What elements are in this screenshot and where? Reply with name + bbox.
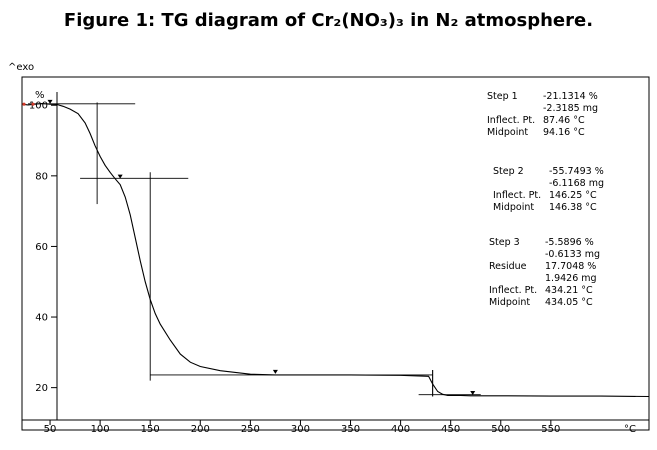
figure-title: Figure 1: TG diagram of Cr₂(NO₃)₃ in N₂ … <box>63 10 594 31</box>
x-unit-label: °C <box>624 424 636 435</box>
annotation-value: 146.38 °C <box>549 202 597 213</box>
annotation-label: Midpoint <box>487 127 528 138</box>
annotation-value: -21.1314 % <box>543 91 598 102</box>
annotation-value: 94.16 °C <box>543 127 585 138</box>
y-tick-label: 80 <box>35 171 48 182</box>
y-ticks: 20 40 60 80 100 <box>29 101 57 394</box>
annotation-label: Step 2 <box>493 166 524 177</box>
x-tick-label: 550 <box>541 424 560 435</box>
curve-marker <box>272 369 278 374</box>
tg-curve-line <box>21 102 650 398</box>
plot-frame <box>21 76 650 431</box>
curve-markers <box>22 99 476 396</box>
annotation-value: -6.1168 mg <box>549 178 604 189</box>
corner-label: ^exo <box>8 62 34 73</box>
annotation-label: Inflect. Pt. <box>487 115 535 126</box>
y-tick-label: 20 <box>35 383 48 394</box>
x-tick-label: 450 <box>441 424 460 435</box>
annotation-value: -5.5896 % <box>545 237 594 248</box>
annotation-value: -55.7493 % <box>549 166 604 177</box>
step-annotations: Step 1 -21.1314 %-2.3185 mg Inflect. Pt. 87… <box>487 91 604 308</box>
x-tick-label: 250 <box>241 424 260 435</box>
annotation-label: Midpoint <box>493 202 534 213</box>
y-tick-label: 100 <box>29 101 48 112</box>
annotation-value: 87.46 °C <box>543 115 585 126</box>
x-tick-label: 150 <box>141 424 160 435</box>
x-tick-label: 100 <box>91 424 110 435</box>
x-tick-label: 200 <box>191 424 210 435</box>
annotation-label: Step 1 <box>487 91 518 102</box>
annotation-value: 146.25 °C <box>549 190 597 201</box>
x-tick-label: 500 <box>491 424 510 435</box>
start-marker <box>22 102 26 106</box>
annotation-value: 434.05 °C <box>545 297 593 308</box>
start-marker <box>31 102 35 106</box>
x-tick-label: 50 <box>44 424 57 435</box>
annotation-value: 434.21 °C <box>545 285 593 296</box>
annotation-label: Midpoint <box>489 297 530 308</box>
curve-marker <box>117 174 123 179</box>
y-tick-label: 40 <box>35 313 48 324</box>
annotation-value: -2.3185 mg <box>543 103 598 114</box>
x-ticks: 50 100 150 200 250 300 350 400 450 500 550 <box>44 420 560 435</box>
curve-marker <box>470 391 476 396</box>
x-tick-label: 350 <box>341 424 360 435</box>
annotation-label: Step 3 <box>489 237 520 248</box>
annotation-label: Inflect. Pt. <box>489 285 537 296</box>
x-tick-label: 400 <box>391 424 410 435</box>
annotation-label: Residue <box>489 261 527 272</box>
annotation-value: 17.7048 % <box>545 261 596 272</box>
annotation-value: 1.9426 mg <box>545 273 597 284</box>
y-unit-label: % <box>35 90 45 101</box>
annotation-label: Inflect. Pt. <box>493 190 541 201</box>
x-tick-label: 300 <box>291 424 310 435</box>
y-tick-label: 60 <box>35 242 48 253</box>
annotation-value: -0.6133 mg <box>545 249 600 260</box>
curve-marker <box>47 99 53 104</box>
